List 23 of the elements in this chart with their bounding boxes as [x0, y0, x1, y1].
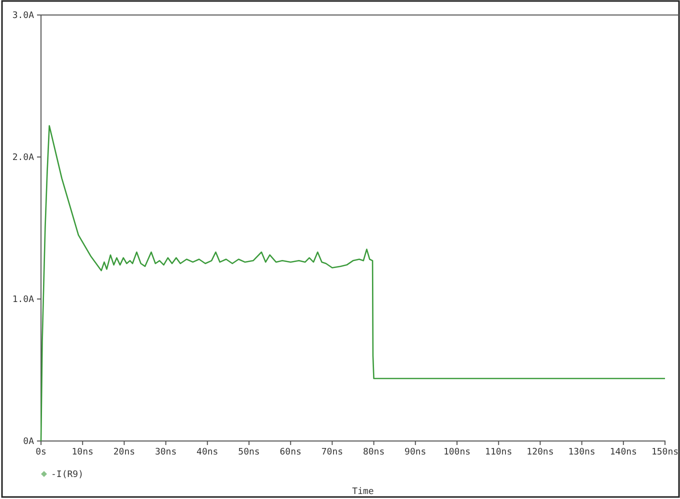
x-tick-label: 100ns — [443, 447, 471, 458]
x-tick-label: 60ns — [280, 447, 302, 458]
line-series — [40, 125, 666, 442]
x-tick-label: 130ns — [568, 447, 596, 458]
x-tick-label: 50ns — [238, 447, 260, 458]
x-tick-label: 80ns — [362, 447, 385, 458]
x-tick-label: 30ns — [154, 447, 177, 458]
x-tick-label: 40ns — [196, 447, 218, 458]
x-tick-label: 120ns — [526, 447, 554, 458]
y-tick-label: 1.0A — [12, 294, 35, 305]
x-tick-label: 70ns — [321, 447, 344, 458]
x-axis-title: Time — [352, 487, 374, 497]
y-tick-label: 3.0A — [12, 10, 35, 21]
legend-label: -I(R9) — [51, 470, 84, 480]
y-tick-label: 0A — [23, 436, 35, 447]
y-tick-label: 2.0A — [12, 152, 35, 163]
x-tick-label: 0s — [36, 447, 46, 458]
x-tick-label: 150ns — [651, 447, 679, 458]
x-tick-label: 140ns — [610, 447, 637, 458]
x-tick-label: 110ns — [485, 447, 512, 458]
x-tick-label: 10ns — [72, 447, 94, 458]
x-tick-label: 20ns — [113, 447, 136, 458]
x-tick-label: 90ns — [404, 447, 426, 458]
